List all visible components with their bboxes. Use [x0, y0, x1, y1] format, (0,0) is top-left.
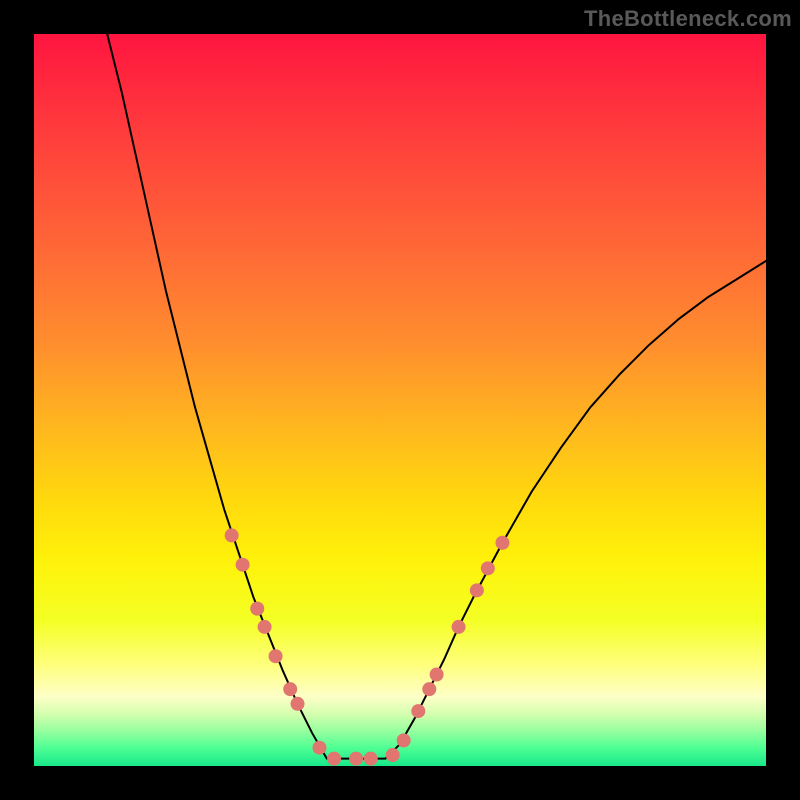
curve-marker [422, 682, 436, 696]
curve-marker [364, 752, 378, 766]
curve-marker [452, 620, 466, 634]
attribution-label: TheBottleneck.com [584, 6, 792, 32]
curve-marker [349, 752, 363, 766]
chart-background [34, 34, 766, 766]
curve-marker [250, 602, 264, 616]
curve-marker [283, 682, 297, 696]
curve-marker [236, 558, 250, 572]
curve-marker [225, 528, 239, 542]
curve-marker [386, 748, 400, 762]
curve-marker [495, 536, 509, 550]
curve-marker [411, 704, 425, 718]
curve-marker [258, 620, 272, 634]
curve-marker [397, 733, 411, 747]
bottleneck-chart [34, 34, 766, 766]
curve-marker [269, 649, 283, 663]
curve-marker [430, 668, 444, 682]
curve-marker [481, 561, 495, 575]
curve-marker [327, 752, 341, 766]
chart-stage: TheBottleneck.com [0, 0, 800, 800]
curve-marker [470, 583, 484, 597]
curve-marker [291, 697, 305, 711]
curve-marker [312, 741, 326, 755]
